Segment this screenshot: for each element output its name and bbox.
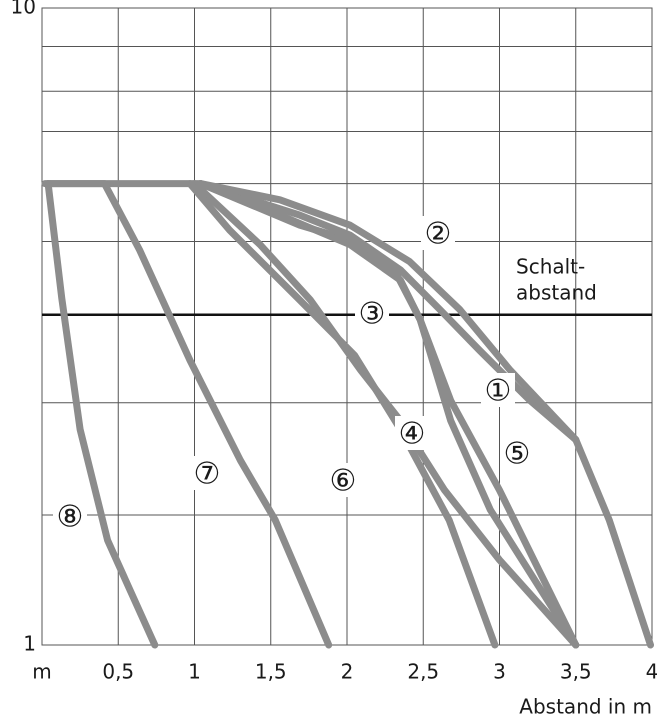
x-tick-label: 2,5 (407, 660, 439, 684)
label-background (53, 499, 87, 533)
x-tick-label: 2 (341, 660, 354, 684)
x-tick-label: m (32, 660, 51, 684)
y-tick-label: 10 (11, 0, 36, 19)
x-tick-label: 4 (646, 660, 657, 684)
series-label: ⑥ (330, 464, 357, 499)
series-line (197, 180, 580, 649)
x-tick-label: 0,5 (102, 660, 134, 684)
label-background (500, 436, 534, 470)
series-line (44, 180, 159, 649)
series-line (186, 180, 499, 649)
label-background (421, 216, 455, 250)
label-background (190, 456, 224, 490)
x-tick-label: 1,5 (255, 660, 287, 684)
series-label: ① (485, 374, 512, 409)
series-line (197, 180, 654, 649)
x-tick-label: 3,5 (560, 660, 592, 684)
reference-label: abstand (516, 281, 597, 305)
x-tick-label: 1 (188, 660, 201, 684)
label-background (395, 416, 429, 450)
series-label: ⑦ (194, 457, 221, 492)
series-label: ② (425, 217, 452, 252)
label-background (326, 463, 360, 497)
plot-frame (41, 7, 653, 646)
y-tick-label: 1 (23, 632, 36, 656)
series-label: ⑧ (57, 500, 84, 535)
label-background (481, 373, 515, 407)
series-label: ④ (399, 417, 426, 452)
reference-label: Schalt- (516, 255, 585, 279)
series-label: ⑤ (504, 437, 531, 472)
label-background (355, 296, 389, 330)
series-line (44, 180, 333, 649)
x-axis-label: Abstand in m (519, 695, 652, 719)
x-tick-label: 3 (493, 660, 506, 684)
series-label: ③ (359, 297, 386, 332)
